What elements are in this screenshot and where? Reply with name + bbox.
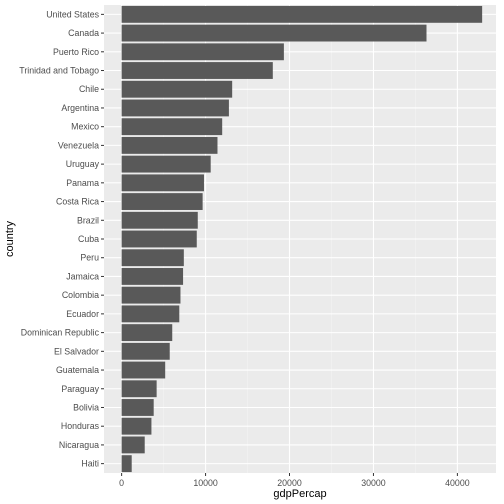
bar-haiti <box>121 455 132 473</box>
x-tick-label: 30000 <box>361 478 386 488</box>
bar-chile <box>121 80 233 98</box>
y-tick-label: Puerto Rico <box>53 47 99 57</box>
y-tick-label: Mexico <box>71 122 99 132</box>
bar-argentina <box>121 99 229 117</box>
bar-costa-rica <box>121 193 203 210</box>
y-tick-label: Chile <box>79 84 99 94</box>
bar-bolivia <box>121 399 154 416</box>
x-axis-title: gdpPercap <box>273 488 326 500</box>
y-tick-label: United States <box>46 9 99 19</box>
y-axis: United States Canada Puerto Rico Trinidad a… <box>19 9 104 469</box>
y-tick-label: Panama <box>66 178 99 188</box>
y-tick-label: Jamaica <box>66 271 99 281</box>
y-tick-label: Cuba <box>78 234 99 244</box>
bar-honduras <box>121 417 152 435</box>
bar-mexico <box>121 118 223 136</box>
y-tick-label: Honduras <box>61 421 100 431</box>
bar-trinidad-and-tobago <box>121 62 273 79</box>
y-tick-label: Nicaragua <box>59 440 99 450</box>
bar-jamaica <box>121 268 184 285</box>
x-tick-label: 0 <box>119 478 124 488</box>
y-tick-label: Dominican Republic <box>21 328 100 338</box>
bar-ecuador <box>121 305 180 323</box>
bar-venezuela <box>121 136 218 154</box>
y-tick-label: Bolivia <box>73 402 99 412</box>
bar-colombia <box>121 286 181 304</box>
y-tick-label: Uruguay <box>66 159 100 169</box>
x-tick-label: 10000 <box>193 478 218 488</box>
bar-uruguay <box>121 155 211 173</box>
bar-peru <box>121 249 184 267</box>
bar-dominican-republic <box>121 324 173 342</box>
y-tick-label: Brazil <box>77 215 99 225</box>
y-tick-label: Guatemala <box>56 365 99 375</box>
y-tick-label: Trinidad and Tobago <box>19 66 99 76</box>
bar-united-states <box>121 5 483 23</box>
bar-puerto-rico <box>121 43 284 61</box>
bars <box>121 5 483 473</box>
y-tick-label: Venezuela <box>58 140 99 150</box>
y-tick-label: Costa Rica <box>56 197 99 207</box>
y-tick-label: Ecuador <box>66 309 99 319</box>
bar-paraguay <box>121 380 157 398</box>
y-tick-label: Argentina <box>61 103 99 113</box>
bar-canada <box>121 24 427 42</box>
x-tick-label: 20000 <box>277 478 302 488</box>
y-tick-label: El Salvador <box>54 346 99 356</box>
y-tick-label: Paraguay <box>61 384 99 394</box>
bar-el-salvador <box>121 342 170 360</box>
bar-nicaragua <box>121 436 145 454</box>
y-tick-label: Haiti <box>81 459 99 469</box>
bar-brazil <box>121 211 198 229</box>
x-axis: 0 10000 20000 30000 40000 <box>119 473 470 488</box>
y-axis-title: country <box>4 220 16 257</box>
bar-cuba <box>121 230 197 248</box>
x-tick-label: 40000 <box>445 478 470 488</box>
bar-guatemala <box>121 361 166 379</box>
y-tick-label: Colombia <box>62 290 99 300</box>
bar-panama <box>121 174 204 192</box>
y-tick-label: Peru <box>80 253 99 263</box>
y-tick-label: Canada <box>68 28 99 38</box>
